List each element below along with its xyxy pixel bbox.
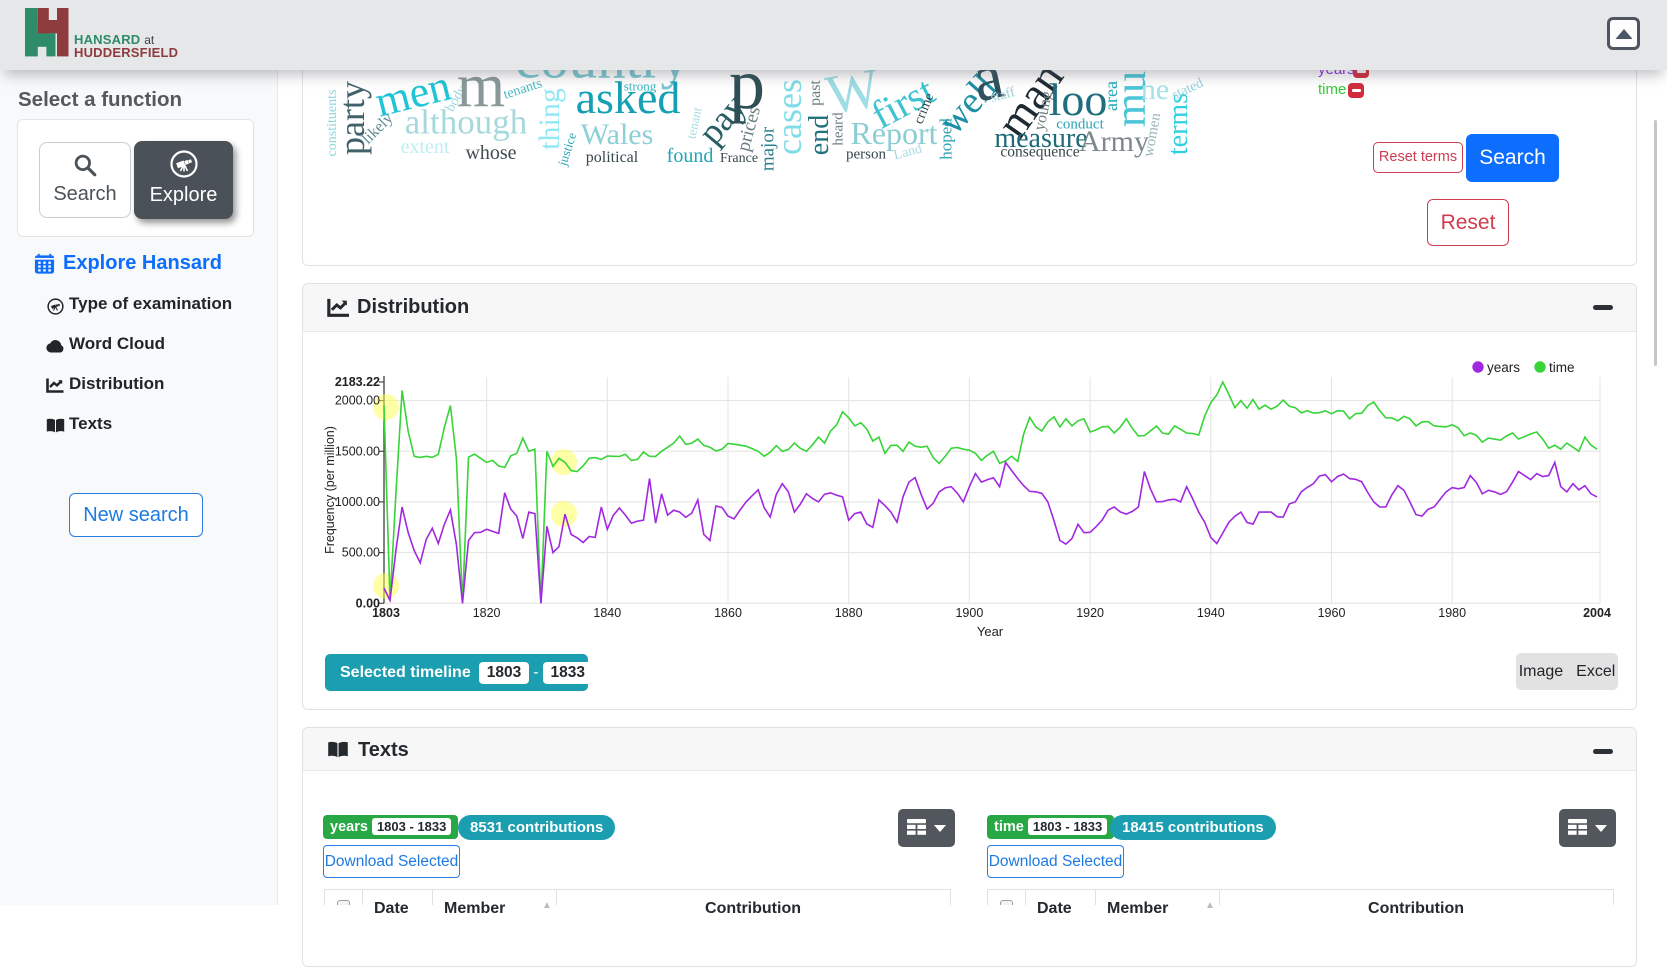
svg-text:1820: 1820 [473,606,501,620]
svg-text:1500.00: 1500.00 [335,444,380,458]
svg-text:1900: 1900 [955,606,983,620]
svg-text:1960: 1960 [1318,606,1346,620]
svg-text:1980: 1980 [1438,606,1466,620]
svg-text:2183.22: 2183.22 [335,375,380,389]
svg-text:1880: 1880 [835,606,863,620]
svg-text:500.00: 500.00 [342,546,380,560]
svg-text:1803: 1803 [372,606,400,620]
svg-text:2000.00: 2000.00 [335,394,380,408]
svg-text:1920: 1920 [1076,606,1104,620]
svg-text:0.00: 0.00 [356,596,380,610]
svg-text:1860: 1860 [714,606,742,620]
svg-text:2004: 2004 [1583,606,1611,620]
svg-text:1940: 1940 [1197,606,1225,620]
svg-text:Frequency (per million): Frequency (per million) [323,426,337,554]
svg-text:1840: 1840 [593,606,621,620]
svg-text:years: years [1487,360,1520,375]
svg-text:1000.00: 1000.00 [335,495,380,509]
svg-text:Year: Year [977,624,1004,639]
svg-text:time: time [1549,360,1575,375]
